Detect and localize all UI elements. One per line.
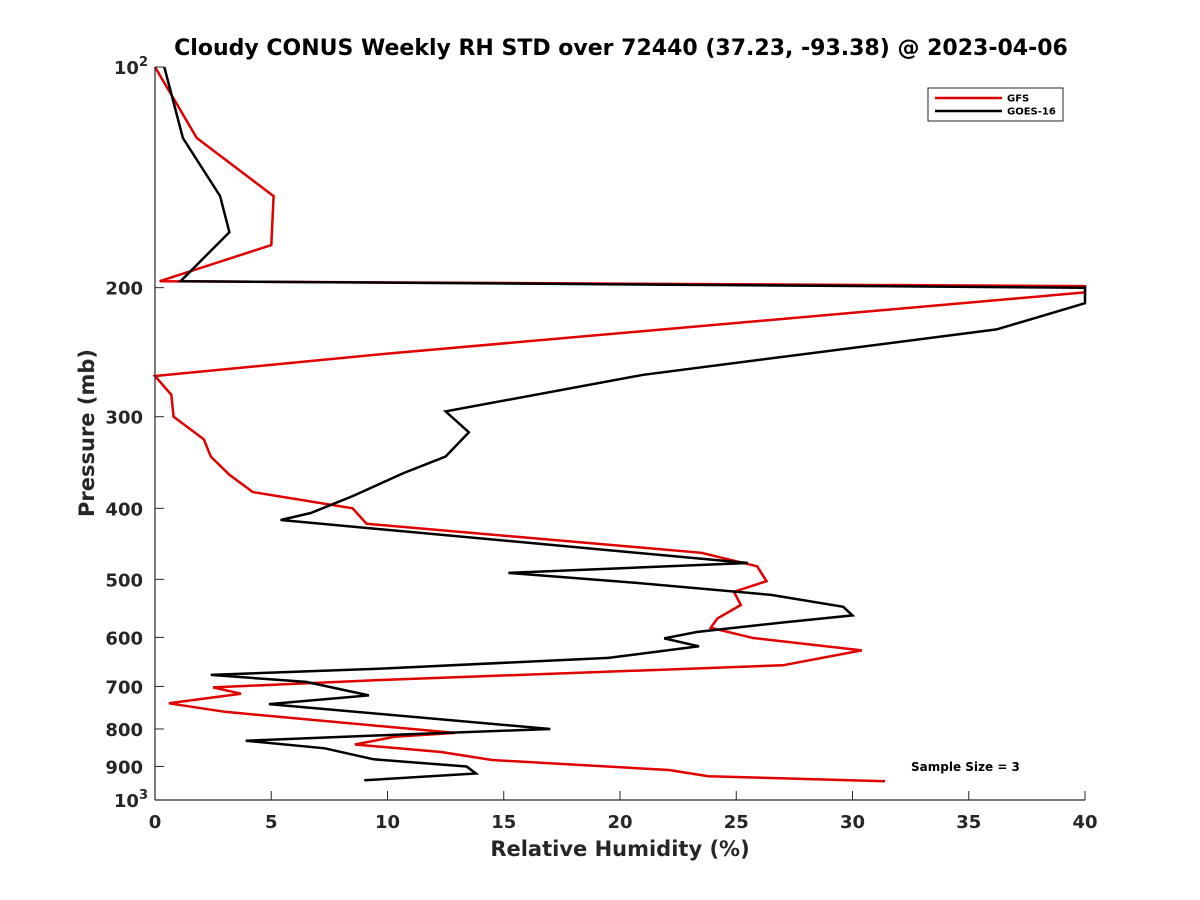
sample-size-annotation: Sample Size = 3: [911, 760, 1020, 774]
legend-label-goes16: GOES-16: [1007, 107, 1056, 118]
x-tick-group: 0 5 10 15 20 25 30 35 40: [149, 791, 1098, 833]
x-tick-label: 35: [956, 812, 981, 833]
legend: GFS GOES-16: [927, 87, 1064, 122]
y-tick-label-exponent: 3: [139, 788, 148, 803]
series-line-goes16: [163, 66, 1087, 782]
y-tick-label: 800: [105, 720, 143, 741]
series-layer: [152, 66, 1087, 783]
plot-area: [155, 67, 1085, 800]
x-tick-label: 25: [724, 812, 749, 833]
y-tick-label: 600: [105, 628, 143, 649]
x-tick-label: 5: [265, 812, 278, 833]
x-axis-label: Relative Humidity (%): [490, 837, 749, 861]
y-tick-label: 400: [105, 499, 143, 520]
y-axis-label: Pressure (mb): [75, 349, 99, 517]
x-tick-label: 30: [840, 812, 865, 833]
legend-label-gfs: GFS: [1007, 94, 1029, 105]
x-tick-label: 15: [491, 812, 516, 833]
x-tick-label: 20: [607, 812, 632, 833]
y-tick-label-base: 10: [114, 791, 139, 812]
y-tick-label: 103: [114, 788, 148, 812]
y-tick-label: 102: [114, 55, 148, 79]
y-tick-label: 200: [105, 279, 143, 300]
y-tick-label: 700: [105, 677, 143, 698]
legend-box: [927, 87, 1064, 122]
x-tick-label: 0: [149, 812, 162, 833]
x-tick-label: 40: [1072, 812, 1097, 833]
y-tick-label: 500: [105, 570, 143, 591]
plot-background: [155, 67, 1085, 800]
x-tick-label: 10: [375, 812, 400, 833]
chart-title: Cloudy CONUS Weekly RH STD over 72440 (3…: [174, 36, 1068, 61]
y-tick-label-exponent: 2: [139, 55, 148, 70]
y-tick-label: 900: [105, 757, 143, 778]
y-tick-label-base: 10: [114, 58, 139, 79]
y-tick-label: 300: [105, 408, 143, 429]
